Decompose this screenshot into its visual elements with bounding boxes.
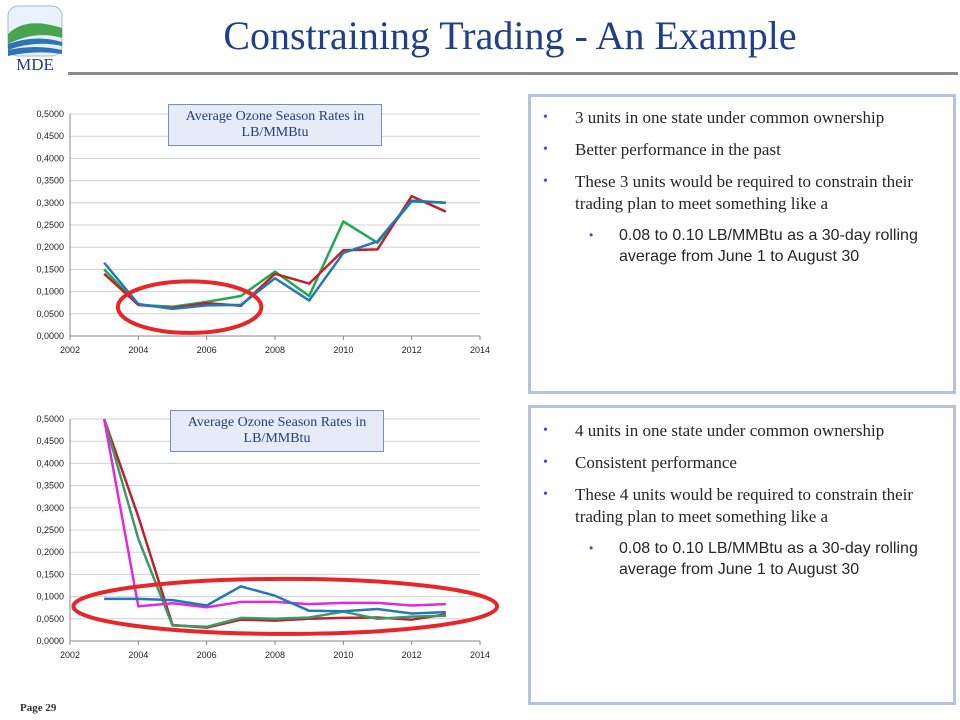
- y-tick-label: 0,1500: [36, 264, 64, 274]
- title-divider: [68, 72, 958, 75]
- y-tick-label: 0,1500: [36, 569, 64, 579]
- chart-bottom-svg: 0,0000 0,0500 0,1000 0,1500 0,2000 0,2500 0,30…: [36, 414, 500, 660]
- y-tick-label: 0,0500: [36, 309, 64, 319]
- page-number: Page 29: [20, 702, 57, 714]
- y-tick-label: 0,5000: [36, 414, 64, 424]
- chart-bottom-label: Average Ozone Season Rates in LB/MMBtu: [170, 410, 384, 452]
- y-tick-label: 0,4500: [36, 131, 64, 141]
- chart-bottom: 0,0000 0,0500 0,1000 0,1500 0,2000 0,2500 0,30…: [20, 405, 500, 680]
- panel-top-bullet: • 3 units in one state under common owner…: [543, 108, 885, 127]
- panel-bottom-bullet: • These 4 units would be required to cons…: [543, 485, 914, 526]
- bullet-dot-icon: •: [589, 541, 594, 555]
- chart-top-label: Average Ozone Season Rates in LB/MMBtu: [168, 104, 382, 146]
- panel-bottom: • 4 units in one state under common owner…: [528, 405, 956, 705]
- page-title: Constraining Trading - An Example: [223, 13, 797, 58]
- bullet-dot-icon: •: [543, 110, 548, 125]
- x-tick-label: 2008: [265, 345, 285, 355]
- panel-top-bullet: • These 3 units would be required to cons…: [543, 172, 914, 213]
- series-line-2: [102, 418, 446, 609]
- panel-bottom-bullet: • Consistent performance: [543, 453, 737, 472]
- y-tick-label: 0,3000: [36, 198, 64, 208]
- panel-top-subbullet: • 0.08 to 0.10 LB/MMBtu as a 30-day rolli…: [589, 227, 918, 265]
- panel-bottom-bullet: • 4 units in one state under common owner…: [543, 421, 885, 440]
- y-tick-label: 0,0000: [36, 636, 64, 646]
- y-tick-label: 0,2000: [36, 242, 64, 252]
- mde-logo: MDE: [6, 4, 64, 74]
- x-tick-label: 2002: [60, 650, 80, 660]
- bullet-dot-icon: •: [543, 455, 548, 470]
- x-tick-label: 2004: [128, 345, 148, 355]
- y-tick-label: 0,5000: [36, 109, 64, 119]
- chart-top: 0,0000 0,0500 0,1000 0,1500 0,2000 0,2500 0,30…: [20, 100, 500, 375]
- x-tick-label: 2012: [402, 345, 422, 355]
- x-tick-label: 2012: [402, 650, 422, 660]
- bullet-dot-icon: •: [543, 174, 548, 189]
- bullet-dot-icon: •: [543, 423, 548, 438]
- panel-top-bullet: • Better performance in the past: [543, 140, 781, 159]
- bullet-dot-icon: •: [543, 142, 548, 157]
- x-tick-label: 2002: [60, 345, 80, 355]
- x-tick-label: 2006: [197, 650, 217, 660]
- bullet-dot-icon: •: [589, 228, 594, 242]
- y-tick-label: 0,4000: [36, 153, 64, 163]
- y-tick-label: 0,1000: [36, 592, 64, 602]
- x-tick-label: 2010: [333, 345, 353, 355]
- y-tick-label: 0,4000: [36, 458, 64, 468]
- x-tick-label: 2014: [470, 650, 490, 660]
- y-tick-label: 0,0000: [36, 331, 64, 341]
- series-line-3: [104, 585, 446, 615]
- series-line-1: [102, 418, 446, 629]
- series-line-0: [103, 200, 446, 308]
- x-tick-label: 2008: [265, 650, 285, 660]
- y-tick-label: 0,1000: [36, 287, 64, 297]
- logo-text: MDE: [16, 55, 54, 72]
- y-tick-label: 0,2500: [36, 220, 64, 230]
- y-tick-label: 0,2500: [36, 525, 64, 535]
- x-tick-label: 2010: [333, 650, 353, 660]
- y-tick-label: 0,3500: [36, 481, 64, 491]
- y-tick-label: 0,2000: [36, 547, 64, 557]
- highlight-ellipse: [115, 279, 264, 335]
- x-tick-label: 2004: [128, 650, 148, 660]
- series-line-2: [103, 199, 446, 311]
- y-tick-label: 0,4500: [36, 436, 64, 446]
- y-tick-label: 0,3000: [36, 503, 64, 513]
- bullet-dot-icon: •: [543, 487, 548, 502]
- x-tick-label: 2006: [197, 345, 217, 355]
- highlight-ellipse: [71, 576, 500, 636]
- panel-top: • 3 units in one state under common owner…: [528, 94, 956, 394]
- y-tick-label: 0,0500: [36, 614, 64, 624]
- panel-bottom-subbullet: • 0.08 to 0.10 LB/MMBtu as a 30-day rolli…: [589, 540, 918, 578]
- y-tick-label: 0,3500: [36, 176, 64, 186]
- chart-top-svg: 0,0000 0,0500 0,1000 0,1500 0,2000 0,2500 0,30…: [36, 109, 490, 355]
- x-tick-label: 2014: [470, 345, 490, 355]
